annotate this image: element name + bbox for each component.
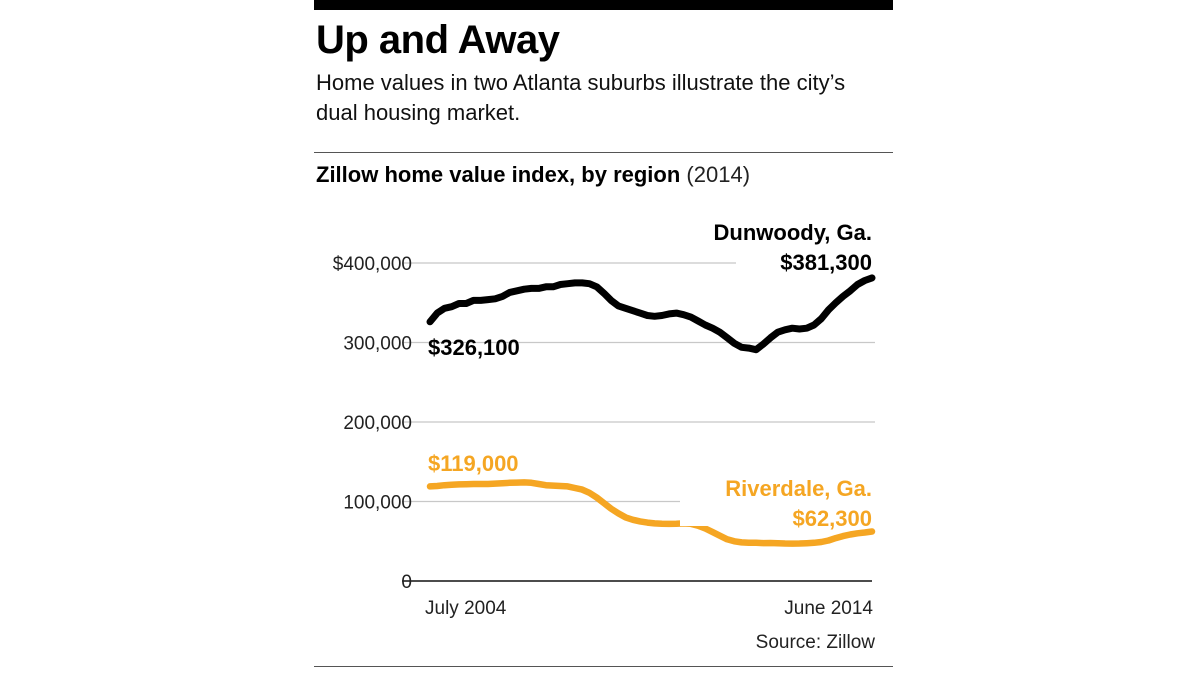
chart-heading-year: (2014) [686, 162, 751, 187]
source-note: Source: Zillow [755, 632, 875, 653]
dunwoody-series-name: Dunwoody, Ga. [714, 220, 872, 245]
x-tick-label-end: June 2014 [784, 598, 873, 619]
chart-heading-main: Zillow home value index, by region [316, 162, 681, 187]
chart-heading: Zillow home value index, by region (2014… [316, 160, 750, 190]
riverdale-start-value: $119,000 [428, 451, 519, 476]
riverdale-series-name: Riverdale, Ga. [725, 476, 872, 501]
top-bar [314, 0, 893, 10]
y-tick-label: $400,000 [333, 254, 412, 275]
series-line-dunwoody [426, 274, 876, 354]
page-subtitle: Home values in two Atlanta suburbs illus… [316, 70, 846, 125]
y-tick-label: 0 [401, 572, 412, 593]
dunwoody-end-value: $381,300 [780, 250, 872, 275]
page-title: Up and Away [316, 18, 560, 62]
divider-top [314, 152, 893, 153]
divider-bottom [314, 666, 893, 667]
x-tick-label-start: July 2004 [425, 598, 507, 619]
series-line-riverdale [426, 479, 876, 547]
riverdale-label-backing [680, 470, 876, 526]
dunwoody-label-backing [736, 214, 876, 274]
dunwoody-start-value: $326,100 [428, 335, 520, 360]
y-tick-label: 200,000 [343, 413, 412, 434]
riverdale-end-value: $62,300 [792, 506, 872, 531]
y-tick-label: 300,000 [343, 334, 412, 355]
y-tick-label: 100,000 [343, 493, 412, 514]
